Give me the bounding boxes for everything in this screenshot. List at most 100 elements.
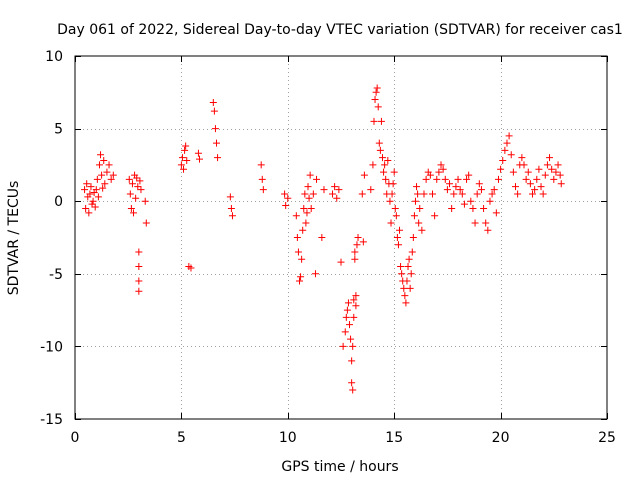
data-point: [408, 248, 416, 256]
data-point: [349, 386, 357, 394]
data-point: [100, 157, 108, 165]
data-point: [420, 190, 428, 198]
data-point: [490, 186, 498, 194]
data-point: [350, 296, 358, 304]
data-point: [371, 96, 379, 104]
data-point: [522, 175, 530, 183]
data-point: [195, 155, 203, 163]
data-point: [389, 180, 397, 188]
data-point: [426, 171, 434, 179]
data-point: [85, 209, 93, 217]
data-point: [386, 197, 394, 205]
data-point: [105, 161, 113, 169]
data-point: [126, 190, 134, 198]
data-point: [92, 186, 100, 194]
data-point: [467, 197, 475, 205]
data-point: [142, 219, 150, 227]
data-point: [89, 197, 97, 205]
data-point: [407, 270, 415, 278]
data-point: [343, 306, 351, 314]
data-point: [309, 190, 317, 198]
data-point: [292, 212, 300, 220]
data-point: [91, 203, 99, 211]
data-point: [537, 183, 545, 191]
data-point: [257, 161, 265, 169]
data-point: [499, 157, 507, 165]
y-tick-label: -15: [40, 412, 63, 428]
data-point: [320, 186, 328, 194]
data-point: [505, 132, 513, 140]
data-point: [411, 197, 419, 205]
data-point: [83, 180, 91, 188]
x-tick-label: 0: [71, 430, 80, 446]
data-point: [469, 204, 477, 212]
data-point: [529, 190, 537, 198]
data-point: [518, 154, 526, 162]
data-point: [347, 335, 355, 343]
y-tick-label: -5: [49, 267, 63, 283]
data-point: [501, 146, 509, 154]
data-point: [396, 226, 404, 234]
data-point: [488, 190, 496, 198]
data-point: [95, 161, 103, 169]
data-point: [539, 190, 547, 198]
data-point: [180, 165, 188, 173]
data-point: [406, 284, 414, 292]
data-point: [354, 234, 362, 241]
data-point: [94, 193, 102, 201]
data-point: [307, 204, 315, 212]
data-point: [482, 219, 490, 227]
data-point: [227, 204, 235, 212]
data-point: [443, 186, 451, 194]
data-point: [369, 161, 377, 169]
x-tick-label: 5: [177, 430, 186, 446]
data-point: [373, 84, 381, 92]
data-point: [339, 342, 347, 350]
data-point: [182, 142, 190, 150]
data-point: [103, 168, 111, 176]
data-point: [370, 117, 378, 125]
data-point: [298, 255, 306, 263]
data-point: [351, 255, 359, 263]
data-point: [302, 219, 310, 227]
data-point: [556, 171, 564, 179]
data-point: [456, 186, 464, 194]
data-point: [398, 270, 406, 278]
data-point: [403, 277, 411, 285]
data-point: [413, 183, 421, 191]
data-point: [296, 277, 304, 285]
data-point: [350, 313, 358, 321]
data-point: [177, 161, 185, 169]
data-point: [372, 88, 380, 96]
data-point: [352, 302, 360, 310]
data-point: [402, 299, 410, 307]
data-point: [391, 204, 399, 212]
data-point: [101, 180, 109, 188]
data-point: [303, 209, 311, 217]
data-point: [526, 180, 534, 188]
data-point: [213, 139, 221, 147]
data-point: [358, 190, 366, 198]
x-tick-label: 20: [492, 430, 510, 446]
data-point: [394, 241, 402, 249]
data-point: [258, 175, 266, 183]
data-point: [93, 175, 101, 183]
data-point: [441, 175, 449, 183]
data-point: [393, 234, 401, 241]
data-point: [557, 180, 565, 188]
data-point: [284, 194, 292, 202]
data-point: [259, 186, 267, 194]
data-point: [127, 204, 135, 212]
data-point: [477, 186, 485, 194]
data-point: [346, 321, 354, 329]
data-point: [435, 168, 443, 176]
data-point: [448, 204, 456, 212]
data-point: [381, 161, 389, 169]
data-point: [81, 186, 89, 194]
data-point: [226, 193, 234, 201]
grid-lines: [75, 56, 607, 419]
data-point: [494, 175, 502, 183]
data-point: [486, 197, 494, 205]
data-point: [531, 186, 539, 194]
